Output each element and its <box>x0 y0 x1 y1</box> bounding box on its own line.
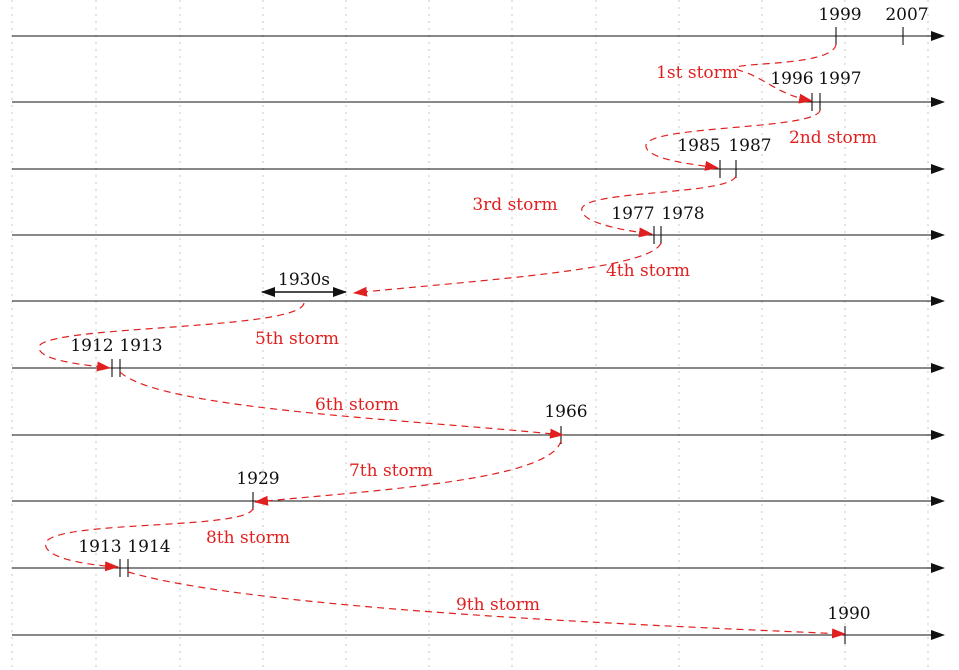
storm-label-7: 7th storm <box>349 461 433 481</box>
year-label: 1987 <box>728 136 771 156</box>
storm-label-5: 5th storm <box>255 329 339 349</box>
year-label: 2007 <box>885 5 928 25</box>
year-label: 1996 <box>770 69 813 89</box>
storm-label-3: 3rd storm <box>472 195 557 215</box>
storm-path-5 <box>38 302 305 372</box>
storm-paths <box>38 43 846 639</box>
storm-label-9: 9th storm <box>456 595 540 615</box>
year-label: 1929 <box>236 469 279 489</box>
storm-label-1: 1st storm <box>656 63 738 83</box>
year-label: 1997 <box>818 69 861 89</box>
storm-label-6: 6th storm <box>315 395 399 415</box>
vertical-grid <box>11 0 929 670</box>
storm-path-3 <box>581 175 737 238</box>
storm-label-4: 4th storm <box>606 261 690 281</box>
year-label: 1914 <box>127 537 170 557</box>
storm-path-6 <box>119 371 564 439</box>
storm-path-1 <box>735 43 837 104</box>
text-labels: 1999 2007 1996 1997 1985 1987 1977 1978 1930s 191… <box>70 5 928 624</box>
year-label: 1977 <box>611 204 654 224</box>
year-label: 1985 <box>677 136 720 156</box>
storm-label-2: 2nd storm <box>789 128 877 148</box>
storm-label-8: 8th storm <box>206 528 290 548</box>
storm-path-8 <box>45 507 254 572</box>
storm-path-2 <box>645 109 821 171</box>
year-ticks <box>111 27 904 644</box>
year-label: 1999 <box>818 5 861 25</box>
year-label: 1913 <box>78 537 121 557</box>
year-label: 1966 <box>544 402 587 422</box>
storm-path-7 <box>254 440 562 506</box>
year-label: 1930s <box>278 270 330 290</box>
year-label: 1912 <box>70 336 113 356</box>
year-label: 1990 <box>827 604 870 624</box>
timeline-axes <box>12 31 945 640</box>
storm-path-4 <box>353 242 662 297</box>
year-label: 1978 <box>661 204 704 224</box>
year-label: 1913 <box>119 336 162 356</box>
